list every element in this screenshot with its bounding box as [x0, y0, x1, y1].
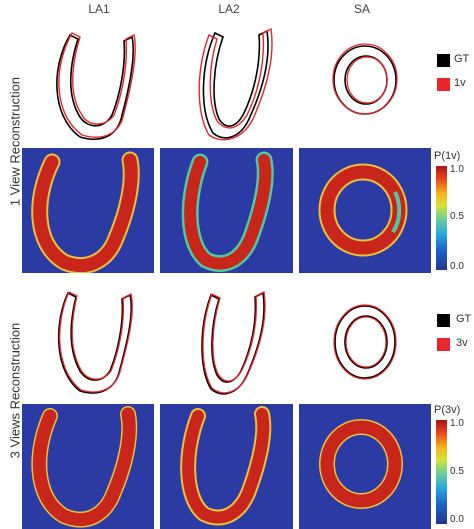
probmap-la2-1v: [160, 148, 293, 273]
colorbar-title-3v: P(3v): [434, 404, 461, 416]
legend-swatch-3v: [437, 338, 450, 351]
colorbar-tick-1v-mid: 0.5: [450, 211, 464, 222]
contour-sa-1v: [328, 40, 403, 120]
probmap-sa-3v: [299, 404, 431, 529]
contour-la2-1v: [185, 25, 280, 145]
colorbar-tick-3v-min: 0.0: [450, 514, 464, 525]
column-label-sa: SA: [353, 2, 370, 16]
probmap-la1-1v: [22, 148, 154, 273]
legend-label-gt-3v: GT: [456, 313, 472, 325]
column-label-la1: LA1: [88, 2, 110, 16]
column-label-la2: LA2: [218, 2, 240, 16]
contour-la2-3v: [185, 285, 280, 400]
colorbar-title-1v: P(1v): [434, 150, 461, 162]
legend-label-3v: 3v: [456, 337, 468, 349]
probmap-la2-3v: [160, 404, 293, 529]
legend-label-gt-1v: GT: [454, 53, 470, 65]
row-label-3views: 3 Views Reconstruction: [7, 322, 23, 459]
legend-swatch-gt-3v: [437, 314, 450, 327]
probmap-la1-3v: [22, 404, 154, 529]
colorbar-tick-3v-max: 1.0: [450, 418, 464, 429]
colorbar-tick-3v-mid: 0.5: [450, 466, 464, 477]
probmap-sa-1v: [299, 148, 431, 273]
contour-la1-1v: [40, 25, 155, 145]
legend-label-1v: 1v: [454, 77, 466, 89]
row-label-1view: 1 View Reconstruction: [7, 76, 23, 207]
legend-swatch-1v: [437, 78, 450, 91]
contour-sa-3v: [328, 300, 403, 385]
legend-swatch-gt-1v: [437, 54, 450, 67]
contour-la1-3v: [40, 285, 155, 400]
colorbar-tick-1v-max: 1.0: [450, 164, 464, 175]
colorbar-tick-1v-min: 0.0: [450, 261, 464, 272]
colorbar-1v: [436, 166, 447, 270]
colorbar-3v: [436, 420, 447, 524]
